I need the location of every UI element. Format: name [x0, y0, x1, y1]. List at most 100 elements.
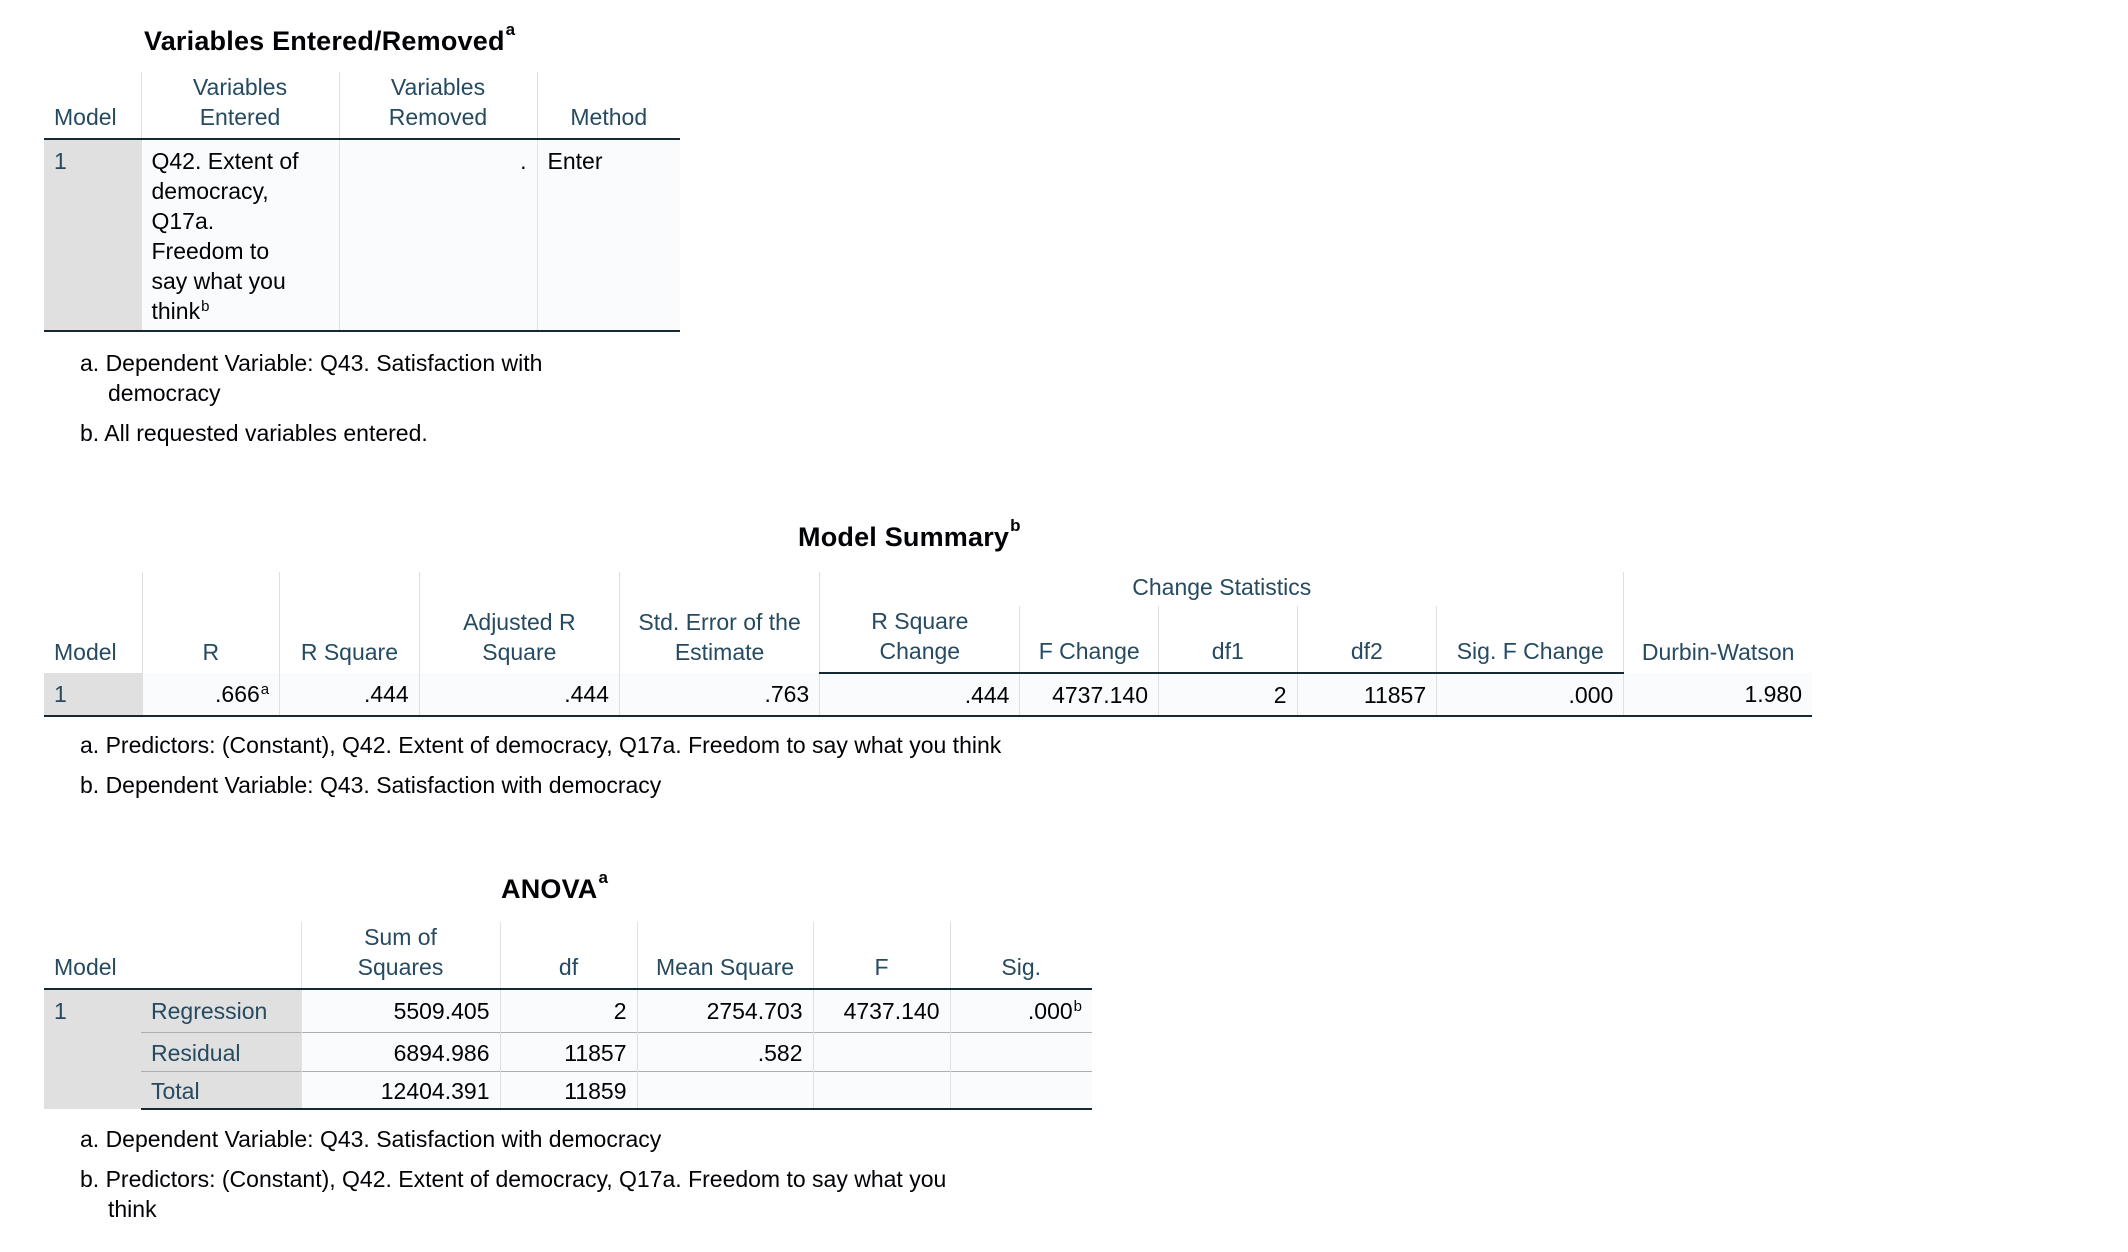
- header-r-square-change: R Square Change: [819, 606, 1020, 674]
- header-line: Estimate: [674, 639, 765, 665]
- model-summary-table-block: Model R R Square Adjusted R Square Std. …: [44, 572, 1812, 717]
- footnote-marker: b: [1073, 998, 1082, 1015]
- header-df2: df2: [1296, 606, 1437, 674]
- cell-sum-of-squares: 6894.986: [300, 1032, 500, 1072]
- header-change-statistics: Change Statistics: [819, 572, 1624, 606]
- header-sig: Sig.: [949, 922, 1092, 990]
- footnote-marker: a: [260, 681, 270, 698]
- cell-model: 1: [44, 139, 141, 332]
- header-r: R: [141, 572, 280, 673]
- header-line: Adjusted R: [463, 609, 576, 635]
- footnote-a: a. Predictors: (Constant), Q42. Extent o…: [80, 732, 1002, 758]
- header-line: R Square: [871, 608, 969, 634]
- model-summary-table: Model R R Square Adjusted R Square Std. …: [44, 572, 1812, 717]
- table-row: Residual 6894.986 11857 .582: [44, 1032, 1092, 1072]
- table-row: 1 Regression 5509.405 2 2754.703 4737.14…: [44, 989, 1092, 1109]
- table-row: 1 Q42. Extent of democracy, Q17a. Freedo…: [44, 139, 680, 332]
- footnote-a-continuation: democracy: [108, 380, 221, 406]
- header-line: Removed: [388, 104, 488, 130]
- header-f-change: F Change: [1019, 606, 1159, 674]
- cell-line: Freedom to: [151, 238, 270, 264]
- cell-f-change: 4737.140: [1019, 673, 1159, 717]
- cell-model: 1: [44, 989, 141, 1109]
- title-footnote-marker: a: [598, 868, 609, 887]
- cell-f: [812, 1071, 950, 1110]
- cell-model: 1: [44, 673, 143, 717]
- footnote-b: b. Dependent Variable: Q43. Satisfaction…: [80, 772, 662, 798]
- header-durbin-watson: Durbin-Watson: [1623, 572, 1812, 673]
- cell-df: 11859: [499, 1071, 637, 1110]
- footnote-a: a. Dependent Variable: Q43. Satisfaction…: [80, 1126, 662, 1152]
- row-label-regression: Regression: [141, 989, 301, 1033]
- cell-line: Q42. Extent of: [151, 148, 299, 174]
- header-sig-f-change: Sig. F Change: [1436, 606, 1624, 674]
- cell-adjusted-r-square: .444: [418, 673, 620, 717]
- cell-method: Enter: [536, 139, 680, 332]
- header-line: Variables: [192, 74, 288, 100]
- table-row: Total 12404.391 11859: [44, 1071, 1092, 1110]
- cell-r-square: .444: [279, 673, 420, 717]
- title-text: Model Summary: [798, 522, 1010, 552]
- variables-entered-removed-footnotes: a. Dependent Variable: Q43. Satisfaction…: [80, 348, 542, 448]
- footnote-marker: b: [201, 298, 210, 315]
- title-text: ANOVA: [501, 874, 598, 904]
- title-text: Variables Entered/Removed: [144, 26, 505, 56]
- cell-r-value: .666: [215, 681, 260, 707]
- footnote-a: a. Dependent Variable: Q43. Satisfaction…: [80, 350, 543, 376]
- header-line: Squares: [357, 954, 444, 980]
- row-label-total: Total: [141, 1071, 301, 1110]
- variables-entered-removed-title: Variables Entered/Removeda: [144, 20, 515, 57]
- cell-r-square-change: .444: [819, 673, 1020, 717]
- cell-sig: [949, 1071, 1092, 1110]
- cell-df2: 11857: [1296, 673, 1437, 717]
- variables-entered-removed-table: Model Variables Entered Variables Remove…: [44, 72, 680, 332]
- cell-f: 4737.140: [812, 989, 950, 1033]
- header-mean-square: Mean Square: [636, 922, 813, 990]
- header-df: df: [499, 922, 637, 990]
- header-line: Std. Error of the: [638, 609, 801, 635]
- cell-line: democracy,: [151, 178, 269, 204]
- cell-variables-entered: Q42. Extent of democracy, Q17a. Freedom …: [140, 139, 339, 332]
- cell-sum-of-squares: 12404.391: [300, 1071, 500, 1110]
- cell-mean-square: 2754.703: [636, 989, 813, 1033]
- cell-r: .666a: [141, 673, 280, 717]
- cell-sig: .000b: [949, 989, 1092, 1033]
- header-adjusted-r-square: Adjusted R Square: [418, 572, 620, 673]
- cell-mean-square: .582: [636, 1032, 813, 1072]
- header-line: Entered: [199, 104, 281, 130]
- cell-sig-f-change: .000: [1436, 673, 1624, 717]
- cell-mean-square: [636, 1071, 813, 1110]
- header-variables-removed: Variables Removed: [338, 72, 537, 140]
- cell-f: [812, 1032, 950, 1072]
- cell-std-error: .763: [618, 673, 820, 717]
- variables-entered-removed-table-block: Model Variables Entered Variables Remove…: [44, 72, 680, 332]
- header-variables-entered: Variables Entered: [140, 72, 339, 140]
- cell-sig: [949, 1032, 1092, 1072]
- model-summary-footnotes: a. Predictors: (Constant), Q42. Extent o…: [80, 730, 1001, 800]
- row-label-residual: Residual: [141, 1032, 301, 1072]
- header-sum-of-squares: Sum of Squares: [300, 922, 500, 990]
- anova-table: Model Sum of Squares df Mean Square F Si…: [44, 922, 1092, 1110]
- anova-footnotes: a. Dependent Variable: Q43. Satisfaction…: [80, 1124, 946, 1224]
- cell-sum-of-squares: 5509.405: [300, 989, 500, 1033]
- header-model: Model: [44, 922, 301, 990]
- cell-variables-removed: .: [338, 139, 537, 332]
- cell-line: say what you: [151, 268, 286, 294]
- footnote-b-continuation: think: [108, 1196, 157, 1222]
- table-row: 1 .666a .444 .444 .763 .444 4737.140 2 1…: [44, 673, 1812, 717]
- header-f: F: [812, 922, 950, 990]
- header-model: Model: [44, 72, 141, 140]
- cell-df: 11857: [499, 1032, 637, 1072]
- header-line: Variables: [390, 74, 486, 100]
- header-method: Method: [536, 72, 680, 140]
- header-line: Sum of: [364, 924, 437, 950]
- header-std-error: Std. Error of the Estimate: [618, 572, 820, 673]
- header-model: Model: [54, 639, 117, 665]
- header-line: Square: [482, 639, 557, 665]
- cell-line: think: [151, 298, 201, 324]
- cell-df1: 2: [1158, 673, 1298, 717]
- cell-sig-value: .000: [1027, 998, 1073, 1024]
- cell-durbin-watson: 1.980: [1623, 673, 1812, 717]
- footnote-b: b. Predictors: (Constant), Q42. Extent o…: [80, 1166, 947, 1192]
- model-summary-title: Model Summaryb: [798, 516, 1021, 553]
